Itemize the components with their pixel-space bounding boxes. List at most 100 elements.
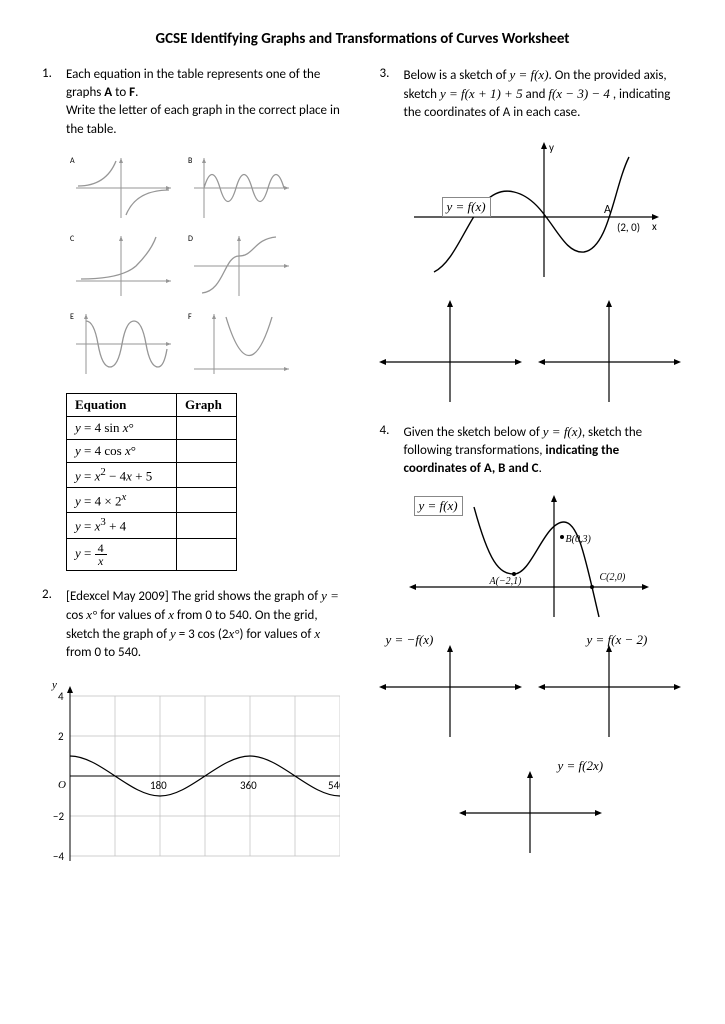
mini-label: F xyxy=(188,312,192,322)
q4-eq1: y = f(x) xyxy=(543,424,582,439)
eq-cell: y xyxy=(75,443,81,458)
label-negf: y = −f(x) xyxy=(386,632,434,648)
q1-text: Each equation in the table represents on… xyxy=(66,66,348,139)
mini-plot-F: F xyxy=(184,309,294,379)
q3-main-graph: y x A (2, 0) y = f(x) xyxy=(404,137,686,287)
table-row: y = 4x xyxy=(67,538,237,570)
table-row: y = 4 cos x° xyxy=(67,439,237,462)
q4-number: 4. xyxy=(378,423,404,479)
q2-eq-x3: x° xyxy=(228,626,239,641)
fn-label-box: y = f(x) xyxy=(442,197,491,217)
frac-den: x xyxy=(95,555,107,567)
q4-axes-f2x: y = f(2x) xyxy=(458,758,686,858)
origin-label: O xyxy=(58,779,66,791)
mini-label: D xyxy=(188,234,193,244)
q1-bold-A: A xyxy=(104,85,112,100)
mini-plot-D: D xyxy=(184,231,294,301)
eq-cell: y xyxy=(75,519,81,534)
q2-eq-y: y = xyxy=(321,588,339,603)
question-2: 2. [Edexcel May 2009] The grid shows the… xyxy=(40,587,348,663)
ytick-n2: −2 xyxy=(53,810,64,823)
left-column: 1. Each equation in the table represents… xyxy=(40,66,348,876)
frac-num: 4 xyxy=(95,542,107,555)
q3-a: Below is a sketch of xyxy=(404,68,510,83)
q2-number: 2. xyxy=(40,587,66,663)
q4-a: Given the sketch below of xyxy=(404,425,543,440)
cosine-grid: y 4 2 −2 −4 O 180 360 540 xyxy=(40,676,348,876)
right-column: 3. Below is a sketch of y = f(x). On the… xyxy=(378,66,686,876)
label-f2x: y = f(2x) xyxy=(558,758,604,774)
q4-axes-negf: y = −f(x) xyxy=(378,632,523,742)
point-A-coords: (2, 0) xyxy=(617,221,640,234)
q2-a: [Edexcel May 2009] The grid shows the gr… xyxy=(66,589,321,604)
q2-cos: cos xyxy=(66,608,86,623)
q2-text: [Edexcel May 2009] The grid shows the gr… xyxy=(66,587,348,663)
q3-eq3: f(x − 3) − 4 xyxy=(548,86,610,101)
eq-cell: y xyxy=(75,493,81,508)
q2-eq-x: x° xyxy=(86,607,97,622)
table-row: y = x2 − 4x + 5 xyxy=(67,462,237,487)
q1-line1c: . xyxy=(135,85,138,100)
table-row: y = x3 + 4 xyxy=(67,513,237,538)
q1-line2: Write the letter of each graph in the co… xyxy=(66,103,340,136)
eq-cell: y xyxy=(75,545,81,560)
mini-plot-E: E xyxy=(66,309,176,379)
mini-label: A xyxy=(70,156,75,166)
q4-fn-label: y = f(x) xyxy=(414,496,463,516)
ytick-n4: −4 xyxy=(53,850,64,863)
blank-axes xyxy=(378,297,523,407)
axis-x: x xyxy=(652,220,657,233)
q1-number: 1. xyxy=(40,66,66,139)
xtick-360: 360 xyxy=(240,779,257,792)
mini-label: B xyxy=(188,156,193,166)
mini-plot-C: C xyxy=(66,231,176,301)
q2-eq-x4: x xyxy=(314,626,320,641)
mini-label: C xyxy=(70,234,75,244)
equation-table: Equation Graph y = 4 sin x° y = 4 cos x°… xyxy=(66,393,237,571)
q3-c: and xyxy=(523,87,549,102)
q2-d: = 3 cos (2 xyxy=(176,627,229,642)
question-3: 3. Below is a sketch of y = f(x). On the… xyxy=(378,66,686,123)
eq-cell: y xyxy=(75,468,81,483)
point-A-label: A xyxy=(604,203,611,217)
two-column-layout: 1. Each equation in the table represents… xyxy=(40,66,685,876)
table-row: y = 4 sin x° xyxy=(67,416,237,439)
ytick-4: 4 xyxy=(58,690,64,703)
question-4: 4. Given the sketch below of y = f(x), s… xyxy=(378,423,686,479)
mini-plot-A: A xyxy=(66,153,176,223)
q3-blank-axes-pair xyxy=(378,297,686,407)
axis-y-label: y xyxy=(51,679,57,691)
label-fxm2: y = f(x − 2) xyxy=(587,632,648,648)
eq-cell: y xyxy=(75,420,81,435)
mini-label: E xyxy=(70,312,74,322)
q4-axes-pair-1: y = −f(x) y = f(x − 2) xyxy=(378,632,686,742)
q1-line1b: to xyxy=(112,85,129,100)
q2-b: for values of xyxy=(97,608,168,623)
q2-f: from 0 to 540. xyxy=(66,645,141,660)
xtick-180: 180 xyxy=(150,779,167,792)
mini-graphs-grid: A B C D xyxy=(66,153,348,379)
blank-axes xyxy=(537,632,682,742)
table-header-graph: Graph xyxy=(177,393,237,416)
pt-B-label: B(0,3) xyxy=(566,534,591,545)
mini-plot-B: B xyxy=(184,153,294,223)
cos-grid-svg: y 4 2 −2 −4 O 180 360 540 xyxy=(40,676,340,876)
worksheet-title: GCSE Identifying Graphs and Transformati… xyxy=(40,30,685,48)
q3-number: 3. xyxy=(378,66,404,123)
question-1: 1. Each equation in the table represents… xyxy=(40,66,348,139)
q4-axes-fxm2: y = f(x − 2) xyxy=(537,632,682,742)
q3-eq1: y = f(x) xyxy=(509,67,548,82)
ytick-2: 2 xyxy=(58,730,64,743)
pt-C-label: C(2,0) xyxy=(600,572,626,583)
axis-y: y xyxy=(549,141,554,154)
q4-main-graph: y = f(x) B(0,3) A(−2,1) C(2,0) xyxy=(404,492,686,622)
table-header-equation: Equation xyxy=(67,393,177,416)
q3-eq2: y = f(x + 1) + 5 xyxy=(440,86,523,101)
q3-text: Below is a sketch of y = f(x). On the pr… xyxy=(404,66,686,123)
q2-e: ) for values of xyxy=(239,627,314,642)
blank-axes xyxy=(378,632,523,742)
xtick-540: 540 xyxy=(328,779,340,792)
q4-c: . xyxy=(539,461,542,476)
table-row: y = 4 × 2x xyxy=(67,488,237,513)
q4-text: Given the sketch below of y = f(x), sket… xyxy=(404,423,686,479)
